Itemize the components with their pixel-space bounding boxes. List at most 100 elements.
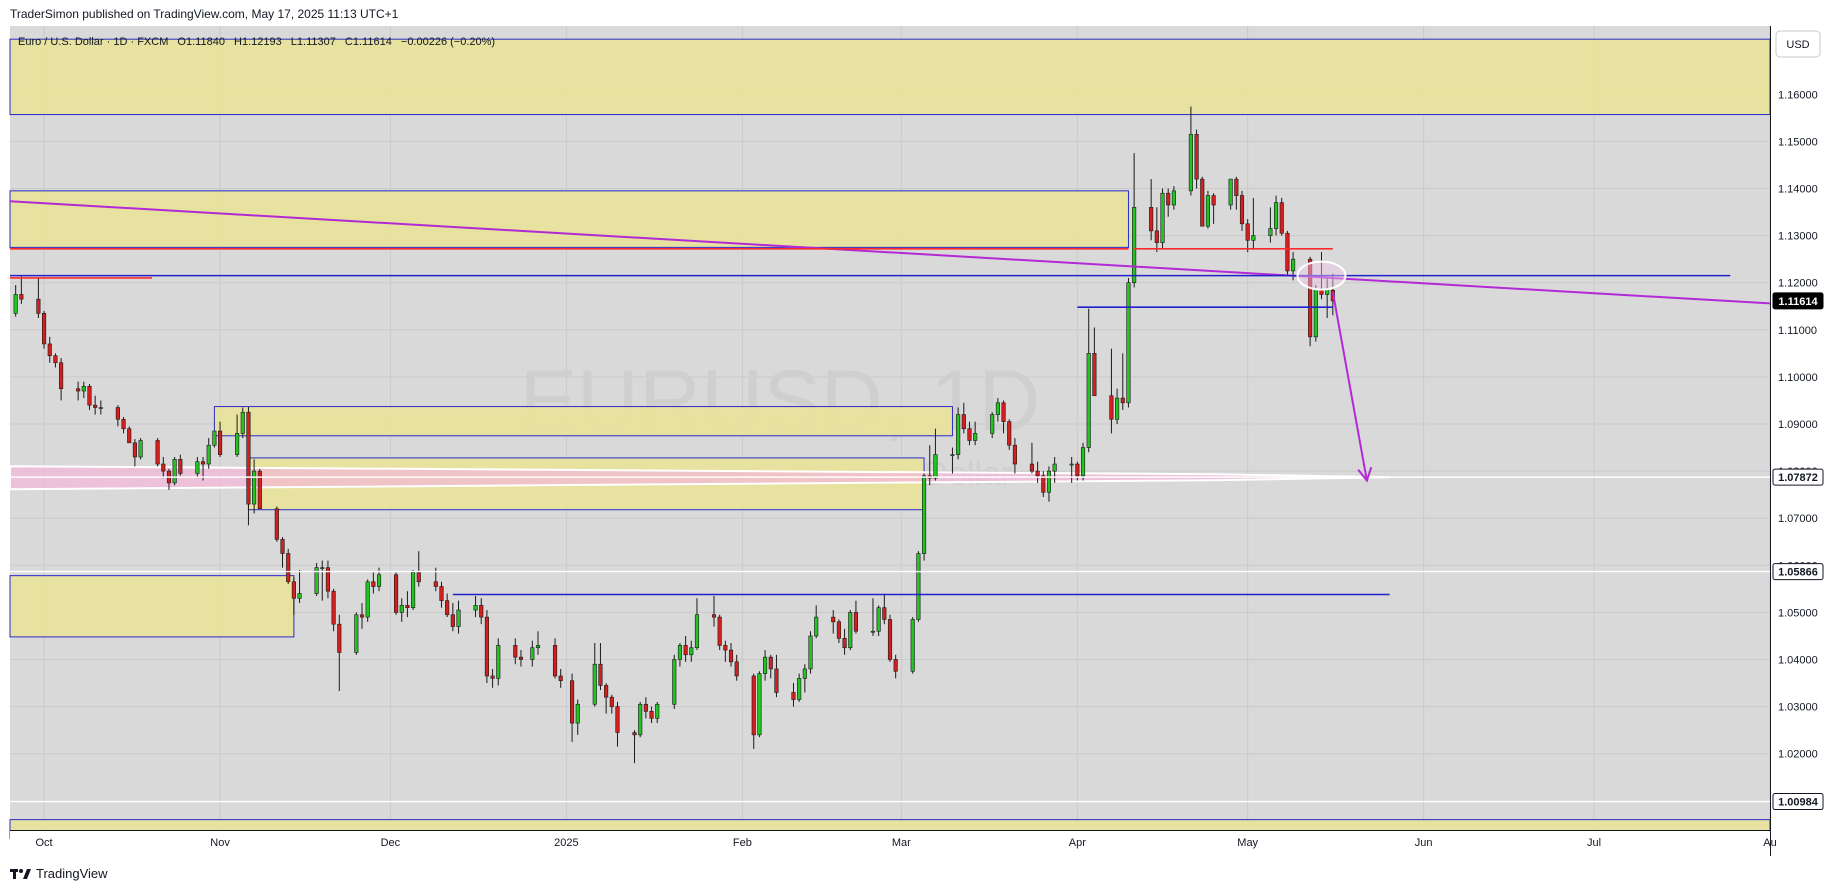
forecast-arrow-shaft <box>1331 291 1368 481</box>
annotations <box>1296 260 1373 483</box>
legend-h-label: H <box>234 36 242 48</box>
candle-body <box>371 581 376 587</box>
candle-body <box>882 607 887 620</box>
price-tick-label: 1.12000 <box>1778 278 1818 290</box>
legend-c-label: C <box>345 36 353 48</box>
candle-body <box>93 404 98 408</box>
candle-body <box>1154 230 1159 243</box>
candle-body <box>922 475 927 554</box>
candle-body <box>575 703 580 724</box>
candle-body <box>768 656 773 670</box>
time-tick-label: Nov <box>210 837 230 849</box>
candle-body <box>416 572 421 583</box>
candle-body <box>672 659 677 705</box>
candle-body <box>314 567 319 594</box>
candle-body <box>814 616 819 637</box>
candle-body <box>87 386 92 406</box>
candle-body <box>246 411 251 505</box>
candle-body <box>1268 228 1273 236</box>
legend-o-label: O <box>177 36 186 48</box>
candle-body <box>359 614 365 618</box>
candle-body <box>200 461 206 465</box>
candle-body <box>376 574 382 587</box>
candle-body <box>973 433 978 441</box>
price-axis[interactable] <box>1771 26 1835 856</box>
candle-body <box>1069 463 1074 466</box>
time-axis[interactable] <box>10 830 1770 856</box>
candle-body <box>1234 178 1239 196</box>
price-tick-label: 1.05000 <box>1778 607 1818 619</box>
candle-body <box>1325 289 1330 295</box>
candle-body <box>1313 289 1318 338</box>
candle-body <box>155 440 160 465</box>
candle-body <box>802 668 807 679</box>
brand-footer: TradingView <box>10 866 108 881</box>
price-badge-box <box>1772 468 1824 486</box>
candle-body <box>115 407 120 420</box>
price-badge-label: 1.05866 <box>1778 567 1818 579</box>
candle-body <box>433 581 438 587</box>
candle-body <box>893 659 898 672</box>
candle-body <box>1239 195 1245 225</box>
candle-body <box>995 402 1000 415</box>
candle-body <box>592 663 597 705</box>
candle-body <box>757 673 762 736</box>
candle-body <box>121 418 126 430</box>
candle-body <box>132 442 137 458</box>
price-tick-label: 1.03000 <box>1778 702 1818 714</box>
candle-body <box>933 454 938 479</box>
candle-body <box>411 572 416 608</box>
candle-body <box>632 732 637 736</box>
candle-body <box>530 647 535 660</box>
candle-body <box>598 663 603 686</box>
candle-body <box>711 614 717 618</box>
candle-body <box>842 638 847 649</box>
legend-c-value: 1.11614 <box>353 36 392 48</box>
candle-body <box>609 696 614 707</box>
candle-body <box>1075 463 1080 477</box>
candle-body <box>127 428 132 444</box>
candle-body <box>1001 402 1006 422</box>
candle-body <box>456 609 461 627</box>
candle-body <box>876 607 881 632</box>
candle-body <box>763 656 768 674</box>
legend-change: −0.00226 (−0.20%) <box>401 36 495 48</box>
trendline-line <box>9 200 1771 305</box>
price-tick-label: 1.09000 <box>1778 419 1818 431</box>
time-tick-label: Feb <box>733 837 752 849</box>
candle-body <box>1052 463 1057 472</box>
candle-body <box>950 454 955 456</box>
candle-body <box>791 692 796 700</box>
candle-body <box>513 645 518 658</box>
zone-rect <box>213 406 953 437</box>
drawn-lines <box>9 200 1771 803</box>
zone-rect <box>9 575 295 638</box>
candle-body <box>320 567 325 569</box>
price-badge-box <box>1772 563 1824 581</box>
price-tick-label: 1.07000 <box>1778 513 1818 525</box>
candle-body <box>1120 397 1125 404</box>
currency-label: USD <box>1786 39 1809 51</box>
candle-body <box>1251 235 1256 241</box>
candle-body <box>1171 190 1176 206</box>
time-axis-ticks: Oct Nov Dec 2025 Feb Mar Apr May Jun Jul Au <box>36 837 1777 849</box>
candle-body <box>1012 444 1017 465</box>
candle-body <box>206 444 211 465</box>
candle-body <box>694 614 700 649</box>
candle-body <box>439 586 444 601</box>
candle-body <box>257 470 262 510</box>
candle-body <box>81 386 86 392</box>
candle-body <box>717 616 722 646</box>
candle-body <box>570 680 575 724</box>
candle-body <box>1274 202 1279 229</box>
price-tick-label: 1.10000 <box>1778 372 1818 384</box>
legend-o-value: 1.11840 <box>186 36 225 48</box>
time-tick-label: Jun <box>1415 837 1433 849</box>
currency-button[interactable]: USD <box>1775 30 1821 58</box>
candle-body <box>1080 447 1086 477</box>
candle-body <box>1166 192 1171 206</box>
candle-body <box>337 623 342 653</box>
tradingview-logo-icon <box>10 868 31 879</box>
candle-body <box>297 593 302 599</box>
